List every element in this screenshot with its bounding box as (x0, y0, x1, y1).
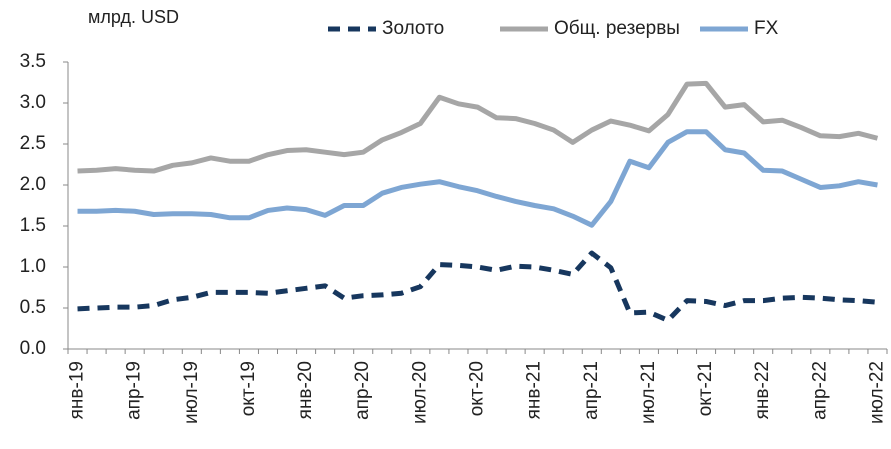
y-axis-label: млрд. USD (88, 7, 179, 27)
legend-label: Золото (382, 18, 444, 39)
x-tick-label: апр-19 (124, 361, 145, 420)
x-tick-label: янв-21 (524, 361, 545, 419)
line-series (77, 80, 879, 174)
y-tick-label: 0.5 (20, 297, 46, 318)
x-tick-label: апр-22 (809, 361, 830, 420)
x-tick-label: янв-22 (752, 361, 773, 419)
x-tick-label: июл-20 (409, 361, 430, 424)
y-tick-label: 3.0 (20, 92, 46, 113)
x-tick-label: июл-21 (638, 361, 659, 424)
y-tick-label: 0.0 (20, 338, 46, 359)
y-tick-label: 1.5 (20, 215, 46, 236)
x-tick-label: окт-21 (695, 361, 716, 416)
legend-label: FX (754, 18, 779, 39)
x-tick-label: янв-19 (67, 361, 88, 419)
line-series (77, 129, 878, 228)
x-tick-label: апр-20 (352, 361, 373, 420)
line-series (77, 250, 878, 323)
x-tick-label: апр-21 (581, 361, 602, 420)
y-tick-label: 1.0 (20, 256, 46, 277)
y-tick-label: 2.0 (20, 174, 46, 195)
x-tick-label: янв-20 (295, 361, 316, 419)
x-tick-label: окт-19 (238, 361, 259, 416)
y-tick-label: 3.5 (20, 51, 46, 72)
x-tick-label: окт-20 (467, 361, 488, 416)
x-tick-label: июл-19 (181, 361, 202, 424)
legend-label: Общ. резервы (554, 18, 680, 39)
x-tick-label: июл-22 (866, 361, 887, 424)
y-tick-label: 2.5 (20, 133, 46, 154)
